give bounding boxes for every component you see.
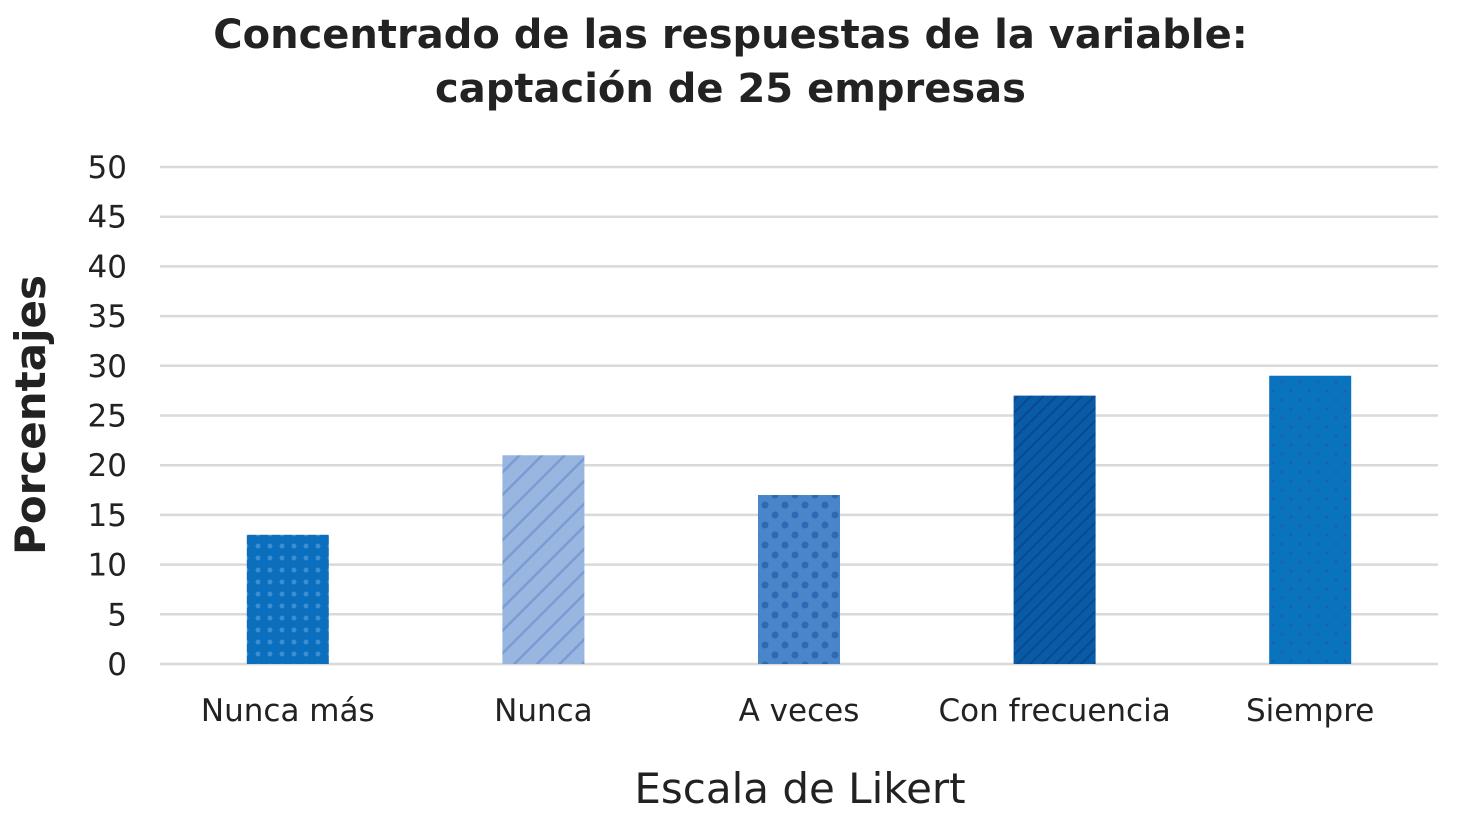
y-tick-label: 5 [107, 597, 127, 633]
y-tick-label: 50 [88, 150, 127, 186]
bar-siempre [1269, 375, 1352, 664]
x-tick-label: Con frecuencia [938, 693, 1170, 729]
x-tick-label: Nunca [494, 693, 593, 729]
chart-title: Concentrado de las respuestas de la vari… [0, 8, 1461, 116]
y-axis-title: Porcentajes [6, 275, 55, 555]
bar-nunca [502, 455, 585, 664]
x-tick-label: Nunca más [201, 693, 375, 729]
bar-con-frecuencia [1013, 395, 1096, 664]
x-axis-ticks: Nunca más Nunca A veces Con frecuencia Siemp… [201, 693, 1374, 729]
y-tick-label: 15 [88, 498, 127, 534]
y-tick-label: 0 [107, 647, 127, 683]
chart-title-line-2: captación de 25 empresas [435, 66, 1026, 112]
y-tick-label: 10 [88, 548, 127, 584]
y-tick-label: 25 [88, 399, 127, 435]
y-tick-label: 40 [88, 249, 127, 285]
x-tick-label: Siempre [1246, 693, 1374, 729]
x-axis-title: Escala de Likert [634, 764, 965, 813]
bars [246, 375, 1352, 664]
x-tick-label: A veces [739, 693, 860, 729]
chart-title-line-1: Concentrado de las respuestas de la vari… [213, 12, 1248, 58]
y-axis-ticks: 0 5 10 15 20 25 30 35 40 45 50 [88, 150, 127, 683]
bar-a-veces [758, 495, 840, 664]
bar-nunca-m-s [246, 534, 329, 664]
y-tick-label: 45 [88, 200, 127, 236]
gridlines [160, 165, 1438, 666]
y-tick-label: 20 [88, 448, 127, 484]
y-tick-label: 35 [88, 299, 127, 335]
y-tick-label: 30 [88, 349, 127, 385]
